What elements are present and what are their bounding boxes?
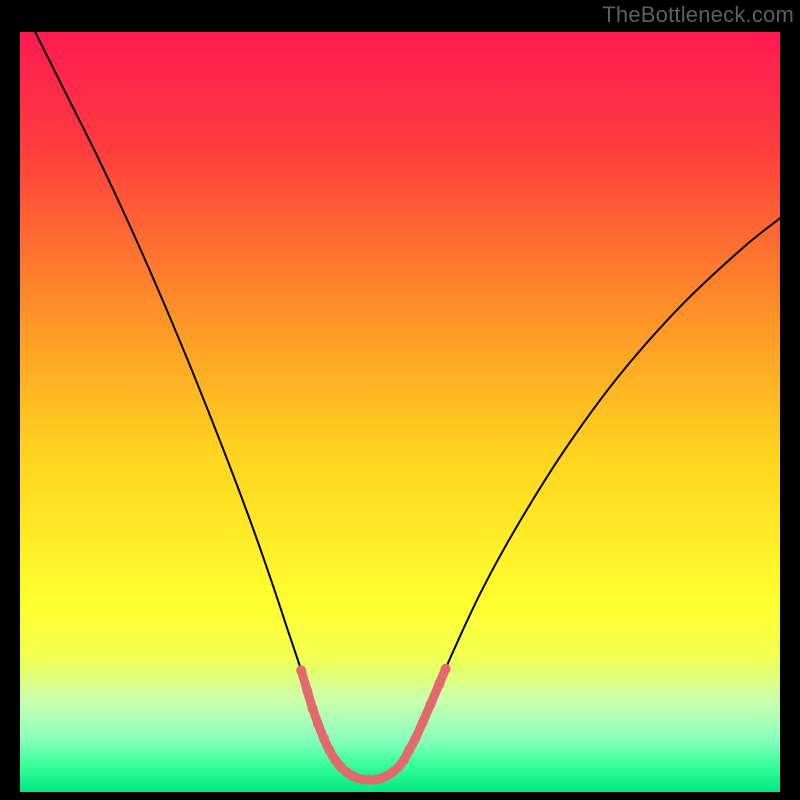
optimal-range-marker	[418, 717, 428, 727]
optimal-range-marker	[296, 665, 306, 675]
optimal-range-marker	[302, 686, 312, 696]
optimal-range-marker	[324, 745, 334, 755]
optimal-range-marker	[313, 719, 323, 729]
optimal-range-marker	[410, 734, 420, 744]
optimal-range-marker	[319, 734, 329, 744]
optimal-range-marker	[399, 755, 409, 765]
optimal-range-marker	[441, 664, 451, 674]
optimal-range-marker	[435, 678, 445, 688]
bottleneck-curve-chart	[0, 0, 800, 800]
optimal-range-marker	[425, 700, 435, 710]
chart-container: TheBottleneck.com	[0, 0, 800, 800]
watermark-text: TheBottleneck.com	[602, 2, 794, 28]
chart-gradient-bg	[20, 32, 780, 792]
optimal-range-marker	[308, 703, 318, 713]
optimal-range-marker	[404, 745, 414, 755]
